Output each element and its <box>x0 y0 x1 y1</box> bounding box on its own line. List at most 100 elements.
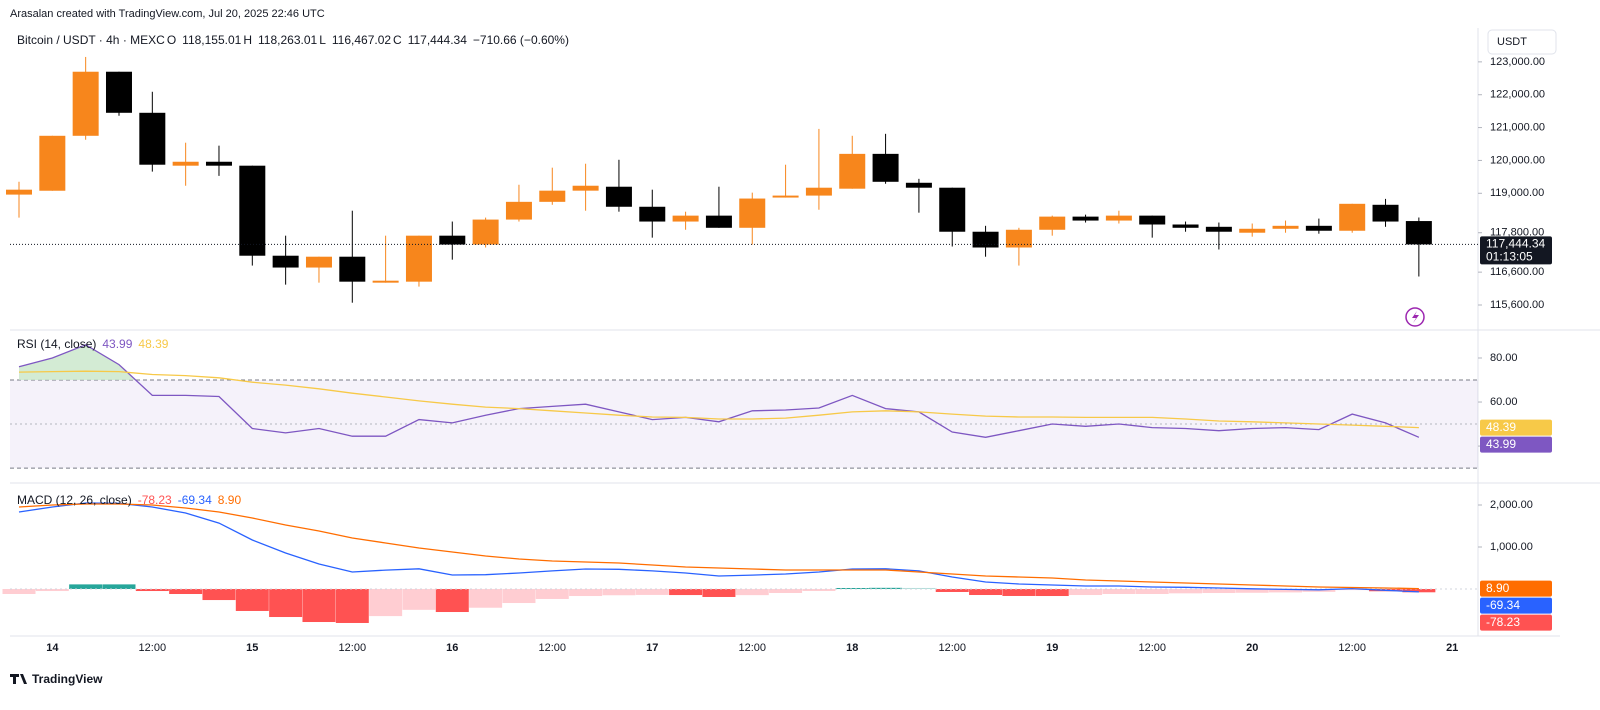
y-tick-label: 115,600.00 <box>1490 299 1544 311</box>
histogram-bar <box>402 589 436 610</box>
x-tick-label: 12:00 <box>139 642 167 654</box>
candle-body <box>705 215 732 228</box>
histogram-bar <box>135 589 169 592</box>
indicator-line <box>18 502 1419 593</box>
candle-body <box>572 185 599 191</box>
indicator-value: -69.34 <box>178 493 212 507</box>
indicator-tag: -69.34 <box>1486 598 1520 612</box>
indicator-tag-bg <box>1480 436 1552 453</box>
indicator-tag-bg <box>1480 580 1552 597</box>
x-tick-label: 19 <box>1046 642 1058 654</box>
histogram-bar <box>335 589 369 623</box>
indicator-line <box>18 370 1419 429</box>
histogram-bar <box>35 589 69 592</box>
histogram-bar <box>635 589 669 595</box>
candle-body <box>272 255 299 268</box>
histogram-bar <box>369 589 403 617</box>
ohlc-value: 118,155.01 <box>182 33 241 47</box>
y-tick-label: 60.00 <box>1490 396 1518 408</box>
candle-body <box>739 198 766 228</box>
price-change: −710.66 (−0.60%) <box>473 33 569 47</box>
candle-body <box>372 280 399 283</box>
candle-body <box>1039 216 1066 230</box>
histogram-bar <box>702 589 736 597</box>
y-tick-label: 2,000.00 <box>1490 499 1533 511</box>
histogram-bar <box>835 587 869 590</box>
histogram-bar <box>2 589 36 595</box>
candle-body <box>105 71 132 113</box>
histogram-bar <box>1335 589 1369 591</box>
candle-body <box>1105 215 1132 221</box>
histogram-bar <box>1102 589 1136 595</box>
histogram-bar <box>669 589 703 596</box>
histogram-tag: -78.23 <box>1486 615 1520 629</box>
y-tick-label: 123,000.00 <box>1490 56 1545 68</box>
candle-body <box>1272 225 1299 229</box>
candle-body <box>505 201 532 220</box>
x-tick-label: 20 <box>1246 642 1258 654</box>
histogram-bar <box>1269 589 1303 593</box>
candle-body <box>139 112 166 165</box>
alert-icon[interactable] <box>1405 307 1425 327</box>
alert-bolt <box>1412 311 1419 323</box>
countdown: 01:13:05 <box>1486 250 1533 264</box>
x-tick-label: 16 <box>446 642 458 654</box>
ohlc-key: C <box>393 33 402 47</box>
candle-body <box>405 235 432 282</box>
indicator-tag: 8.90 <box>1486 581 1510 595</box>
candle-body <box>205 161 232 166</box>
histogram-bar <box>935 589 969 592</box>
last-price-tag: 117,444.34 <box>1486 237 1545 251</box>
candle-body <box>972 231 999 248</box>
histogram-bar <box>1202 589 1236 594</box>
y-tick-label: 122,000.00 <box>1490 89 1545 101</box>
candle-body <box>1339 203 1366 231</box>
indicator-tag: 43.99 <box>1486 437 1516 451</box>
candle-body <box>1139 215 1166 225</box>
candle-body <box>872 153 899 182</box>
rsi-band <box>10 380 1478 469</box>
candle-body <box>472 219 499 245</box>
candle-body <box>639 206 666 222</box>
x-tick-label: 12:00 <box>1138 642 1166 654</box>
histogram-bar <box>435 589 469 613</box>
histogram-value: -78.23 <box>138 493 172 507</box>
histogram-bar <box>602 589 636 596</box>
candle-body <box>805 187 832 196</box>
ohlc-value: 117,444.34 <box>408 33 467 47</box>
histogram-bar <box>1135 589 1169 595</box>
candle-body <box>72 71 99 136</box>
histogram-bar <box>202 589 236 601</box>
tv-logo <box>10 674 27 684</box>
histogram-bar <box>869 587 903 590</box>
symbol-title: Bitcoin / USDT · 4h · MEXC <box>17 33 165 47</box>
candle-body <box>339 256 366 282</box>
histogram-bar <box>535 589 569 599</box>
candle-body <box>1239 228 1266 233</box>
candle-body <box>1372 204 1399 222</box>
histogram-tag-bg <box>1480 614 1552 631</box>
candle-body <box>539 190 566 202</box>
histogram-bar <box>1035 589 1069 597</box>
y-tick-label: 116,600.00 <box>1490 266 1544 278</box>
histogram-bar <box>1235 589 1269 593</box>
candle-body <box>905 182 932 188</box>
x-tick-label: 12:00 <box>938 642 966 654</box>
histogram-bar <box>102 584 136 590</box>
currency-button[interactable] <box>1487 29 1557 55</box>
histogram-bar <box>1169 589 1203 594</box>
candle-body <box>839 153 866 189</box>
attribution: Arasalan created with TradingView.com, J… <box>10 8 325 20</box>
ohlc-value: 118,263.01 <box>258 33 317 47</box>
candle-body <box>6 189 32 195</box>
candle-body <box>172 161 199 166</box>
candle-body <box>1172 224 1199 228</box>
candle-body <box>439 235 466 245</box>
candle-body <box>305 256 332 268</box>
candle-body <box>939 187 966 232</box>
ohlc-key: L <box>319 33 326 47</box>
histogram-bar <box>1069 589 1103 596</box>
ohlc-key: O <box>167 33 176 47</box>
histogram-bar <box>902 587 936 590</box>
